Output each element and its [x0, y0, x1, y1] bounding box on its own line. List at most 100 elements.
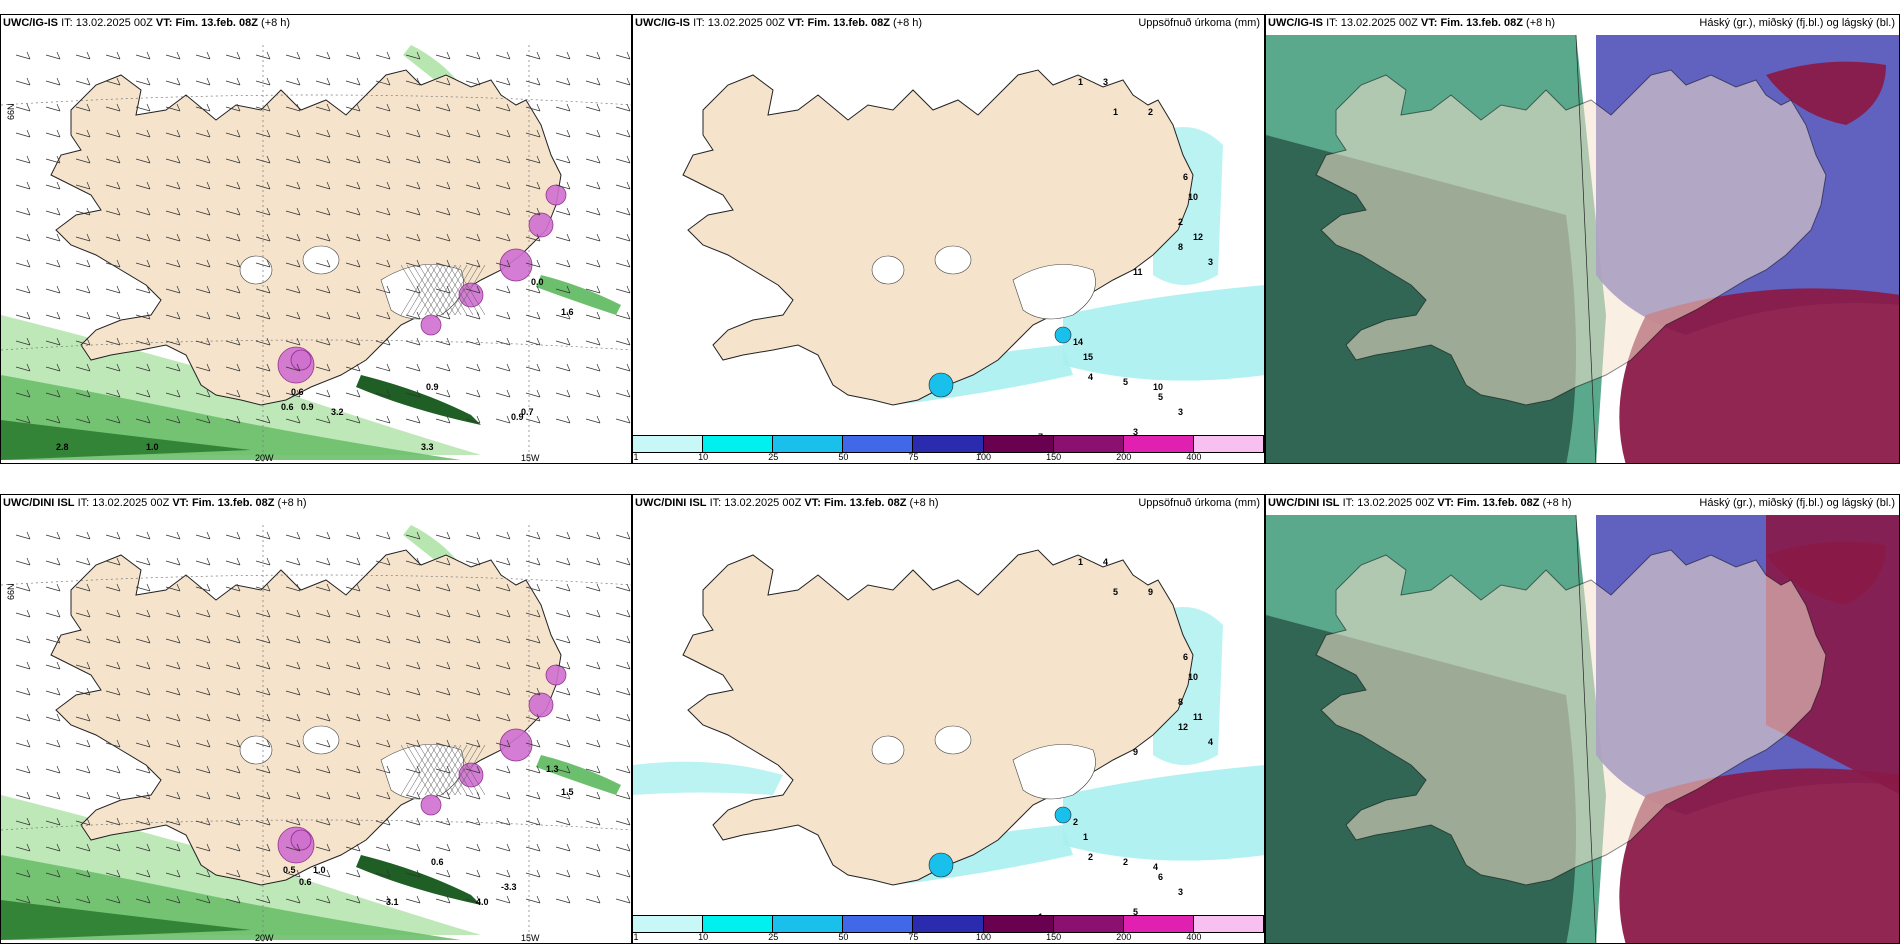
colorbar-tick-label: 10: [698, 452, 709, 462]
wind-value-label: 0.9: [301, 402, 314, 412]
wind-value-label: 0.6: [431, 857, 444, 867]
panel-precip-igis: UWC/IG-IS IT: 13.02.2025 00Z VT: Fim. 13…: [632, 14, 1265, 464]
precip-value-label: 4: [1088, 372, 1093, 382]
precip-value-label: 6: [1183, 652, 1188, 662]
precip-value-label: 8: [1178, 697, 1183, 707]
wind-value-label: 0.6: [281, 402, 294, 412]
precip-value-label: 2: [1088, 852, 1093, 862]
wind-value-label: 0.9: [511, 412, 524, 422]
wind-value-label: 1.3: [546, 764, 559, 774]
colorbar-tick-label: 25: [768, 932, 779, 942]
wind-value-label: 3.1: [386, 897, 399, 907]
precip-value-label: 11: [1193, 712, 1203, 722]
lat-label: 66N: [6, 583, 16, 600]
lon-label-20w: 20W: [255, 453, 274, 463]
colorbar-tick-label: 150: [1046, 452, 1062, 462]
colorbar-tick-label: 1: [633, 932, 639, 942]
precip-value-label: 3: [1178, 887, 1183, 897]
meridian-line: [1575, 34, 1597, 463]
panel-header: UWC/IG-IS IT: 13.02.2025 00Z VT: Fim. 13…: [3, 17, 291, 29]
colorbar-segment: [983, 916, 1054, 932]
colorbar-segment: [633, 436, 704, 452]
colorbar-segment: [913, 916, 984, 932]
precip-value-label: 8: [1178, 242, 1183, 252]
wind-values: 0.50.61.03.1 4.0-3.31.30.61.5: [283, 764, 574, 907]
precip-value-label: 5: [1158, 392, 1163, 402]
colorbar-segment: [1193, 916, 1264, 932]
wind-barbs: [15, 51, 631, 424]
colorbar-tick-label: 100: [976, 452, 992, 462]
wind-value-label: 1.0: [146, 442, 159, 452]
precip-map: 131261012811231415451053377: [633, 15, 1264, 463]
colorbar-segment: [1123, 436, 1194, 452]
panel-header: UWC/DINI ISL IT: 13.02.2025 00Z VT: Fim.…: [1268, 497, 1895, 509]
precip-value-label: 9: [1133, 747, 1138, 757]
colorbar-segment: [633, 916, 704, 932]
precip-value-label: 10: [1188, 672, 1198, 682]
iceland-landmass: [682, 69, 1194, 406]
colorbar-tick-label: 25: [768, 452, 779, 462]
panel-cloud-dini: UWC/DINI ISL IT: 13.02.2025 00Z VT: Fim.…: [1265, 494, 1900, 944]
panel-wind-dini: UWC/DINI ISL IT: 13.02.2025 00Z VT: Fim.…: [0, 494, 632, 944]
colorbar-segment: [1053, 436, 1124, 452]
colorbar-segment: [703, 916, 774, 932]
precip-value-label: 1: [1078, 557, 1083, 567]
colorbar-tick-label: 75: [908, 932, 919, 942]
precip-value-label: 15: [1083, 352, 1093, 362]
precip-value-label: 10: [1188, 192, 1198, 202]
wind-value-label: 1.6: [561, 307, 574, 317]
iceland-outline: [1315, 549, 1827, 886]
heavy-precip-cells: [277, 184, 567, 384]
precip-value-label: 6: [1158, 872, 1163, 882]
iceland-outline: [1315, 69, 1827, 406]
colorbar-ticks: 1 10 25 50 75 100 150 200 400: [633, 452, 1264, 463]
precip-value-label: 3: [1178, 407, 1183, 417]
colorbar-segment: [773, 916, 844, 932]
precip-value-label: 3: [1103, 77, 1108, 87]
precip-value-label: 14: [1073, 337, 1083, 347]
panel-header: UWC/IG-IS IT: 13.02.2025 00Z VT: Fim. 13…: [635, 17, 1260, 29]
panel-cloud-igis: UWC/IG-IS IT: 13.02.2025 00Z VT: Fim. 13…: [1265, 14, 1900, 464]
colorbar-tick-label: 100: [976, 932, 992, 942]
panel-precip-dini: UWC/DINI ISL IT: 13.02.2025 00Z VT: Fim.…: [632, 494, 1265, 944]
precip-max-cell: [928, 372, 954, 398]
panel-header: UWC/IG-IS IT: 13.02.2025 00Z VT: Fim. 13…: [1268, 17, 1895, 29]
precip-max-cell: [1054, 806, 1072, 824]
colorbar-segment: [843, 436, 914, 452]
precip-value-label: 12: [1193, 232, 1203, 242]
precip-value-label: 3: [1133, 427, 1138, 437]
colorbar-tick-label: 75: [908, 452, 919, 462]
colorbar-segment: [913, 436, 984, 452]
cloud-map: [1266, 495, 1899, 943]
precip-value-label: 2: [1123, 857, 1128, 867]
lon-label-15w: 15W: [521, 933, 540, 943]
wind-value-label: 3.2: [331, 407, 344, 417]
wind-value-label: 0.0: [531, 277, 544, 287]
meridian-line: [1575, 514, 1597, 943]
precip-colorbar: [633, 435, 1264, 453]
precip-value-label: 2: [1178, 217, 1183, 227]
colorbar-segment: [1053, 916, 1124, 932]
colorbar-segment: [843, 916, 914, 932]
colorbar-tick-label: 150: [1046, 932, 1062, 942]
precip-value-label: 4: [1153, 862, 1158, 872]
precip-value-label: 5: [1113, 587, 1118, 597]
colorbar-tick-label: 200: [1116, 932, 1132, 942]
precip-value-label: 9: [1148, 587, 1153, 597]
iceland-landmass: [50, 69, 562, 406]
wind-value-label: -3.3: [501, 882, 517, 892]
wind-value-label: 0.5: [283, 865, 296, 875]
precip-value-label: 10: [1153, 382, 1163, 392]
colorbar-tick-label: 1: [633, 452, 639, 462]
precip-value-label: 5: [1133, 907, 1138, 917]
panel-wind-igis: UWC/IG-IS IT: 13.02.2025 00Z VT: Fim. 13…: [0, 14, 632, 464]
colorbar-tick-label: 50: [838, 452, 849, 462]
panel-header: UWC/DINI ISL IT: 13.02.2025 00Z VT: Fim.…: [635, 497, 1260, 509]
colorbar-ticks: 1 10 25 50 75 100 150 200 400: [633, 932, 1264, 943]
colorbar-tick-label: 400: [1186, 452, 1202, 462]
wind-barbs: [15, 531, 631, 904]
wind-value-label: 2.8: [56, 442, 69, 452]
precip-value-label: 1: [1113, 107, 1118, 117]
